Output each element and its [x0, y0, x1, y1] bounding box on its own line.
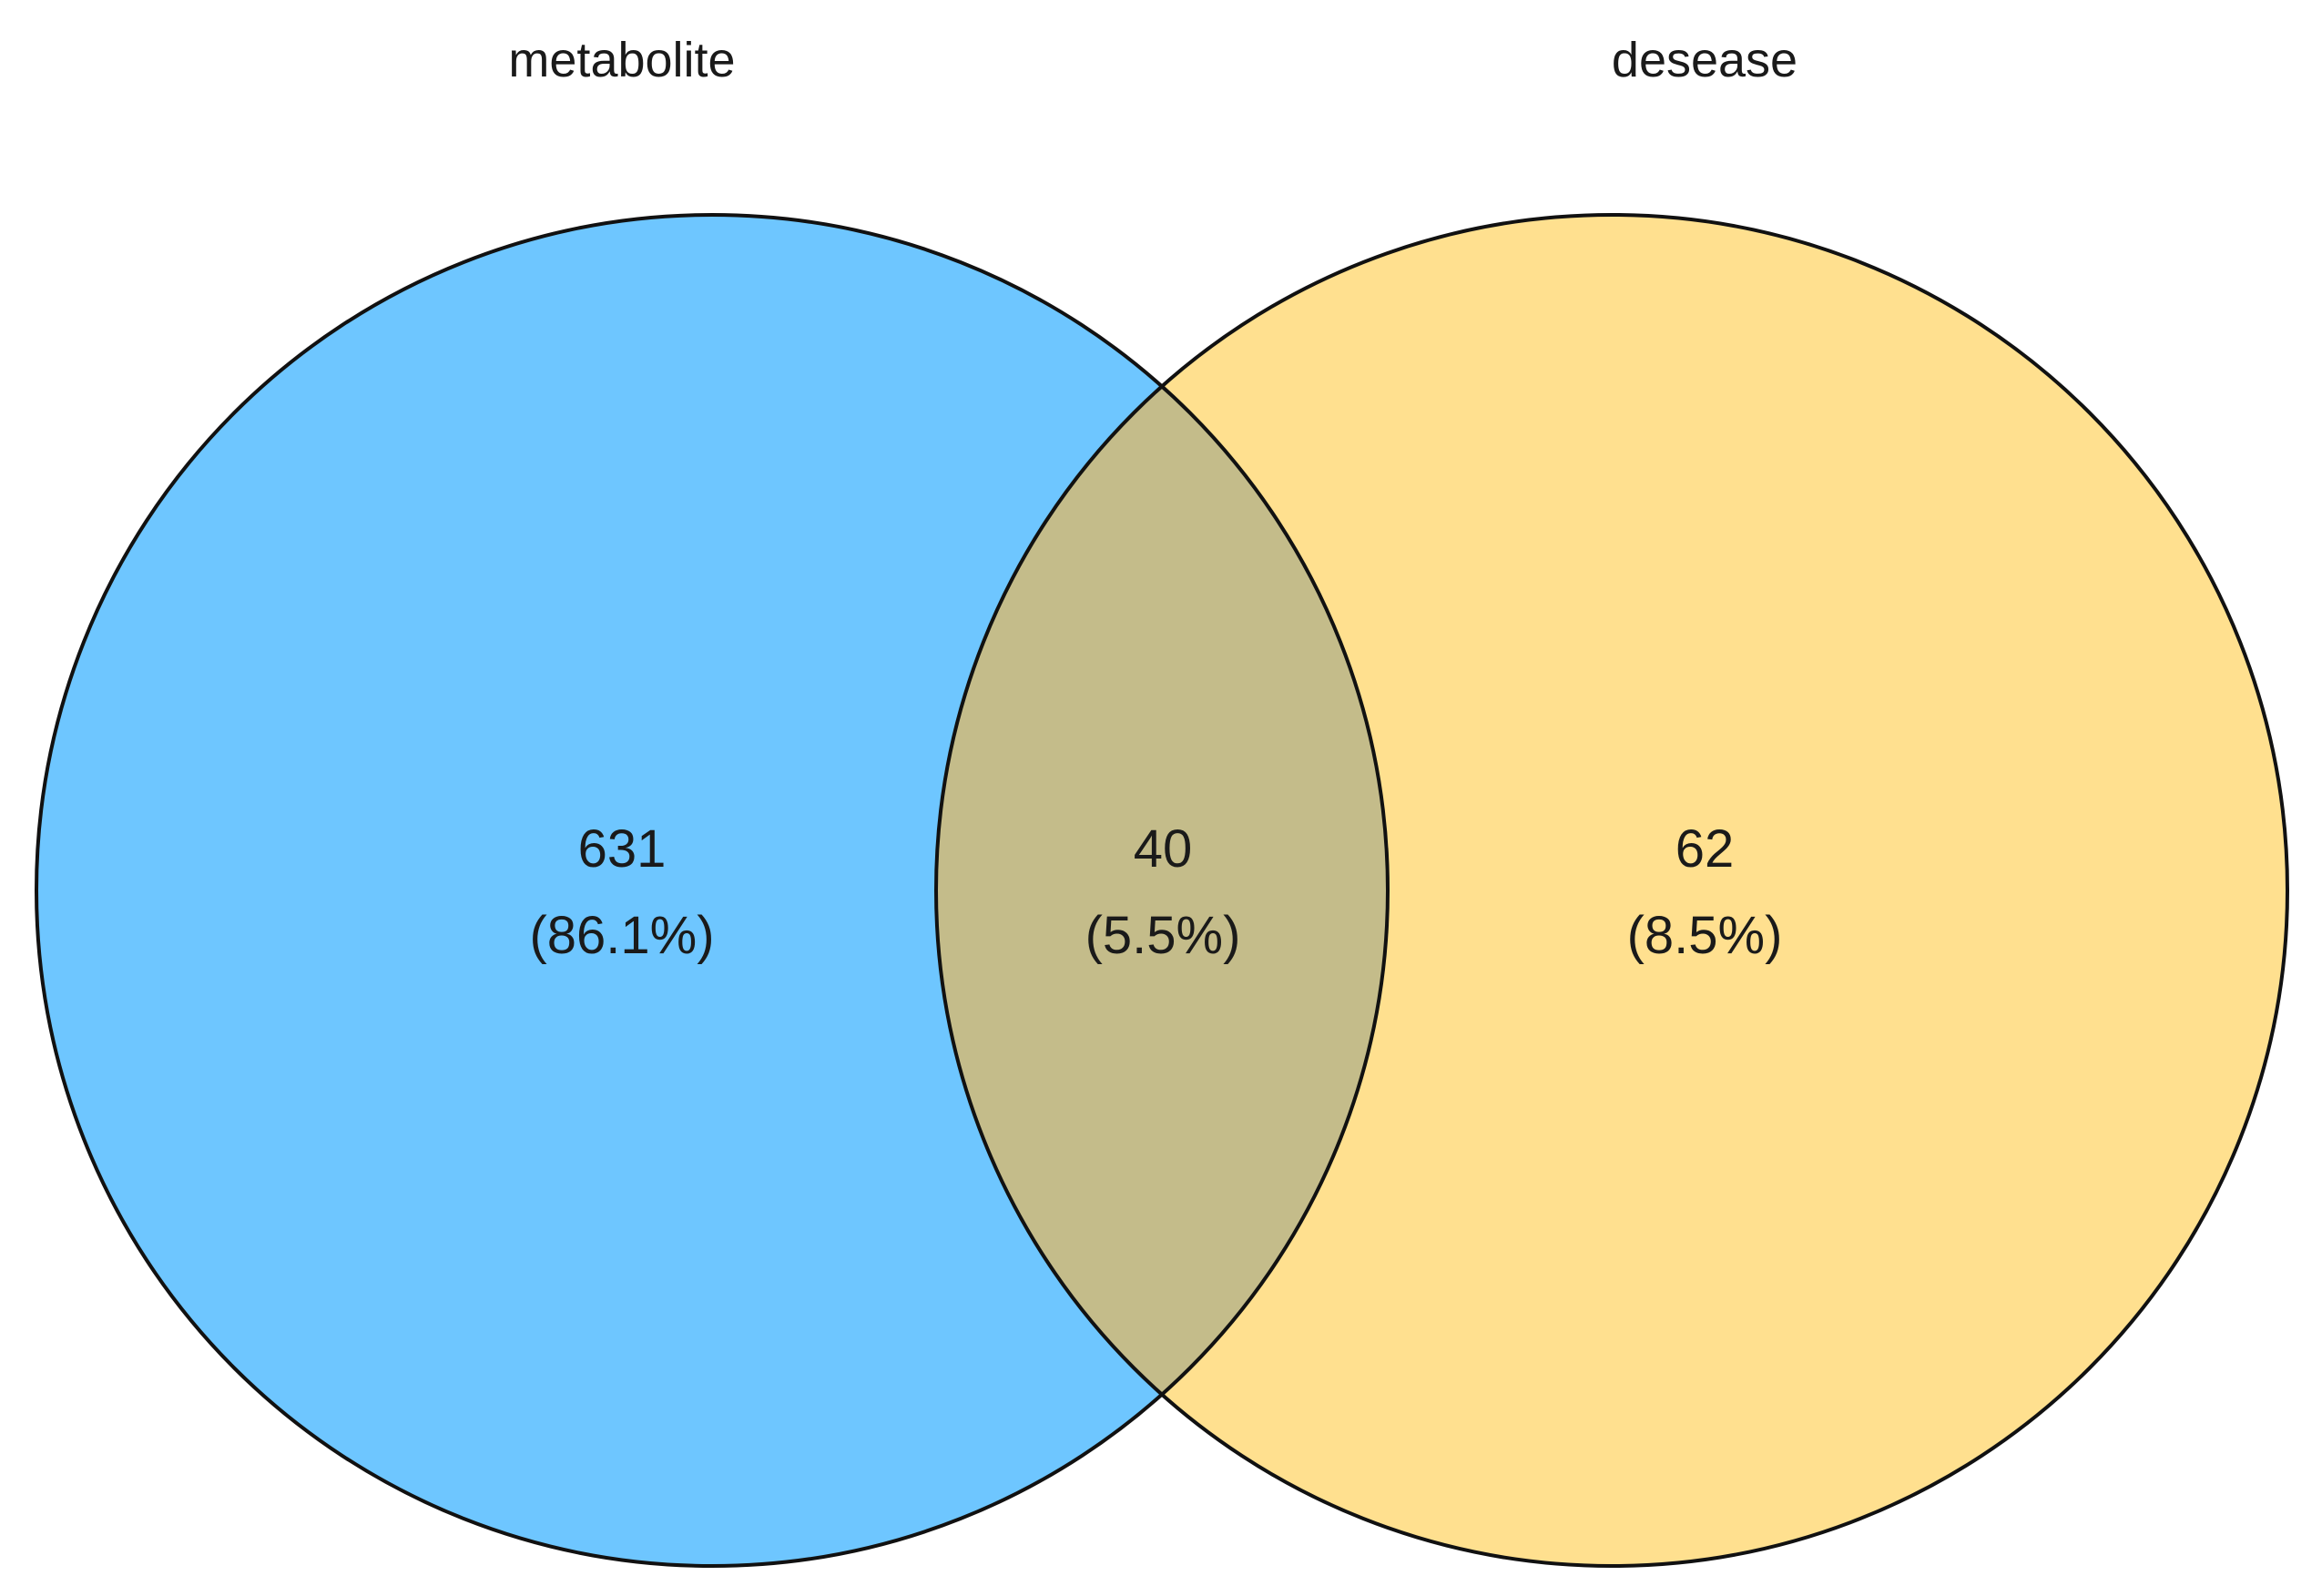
desease-set-label: desease [1612, 33, 1798, 87]
metabolite-set-label: metabolite [508, 33, 735, 87]
desease-circle-outline [934, 213, 2289, 1568]
intersection-percent: (5.5%) [1085, 906, 1241, 965]
desease-only-count: 62 [1675, 819, 1735, 879]
metabolite-only-count: 631 [578, 819, 667, 879]
metabolite-circle-outline [35, 213, 1390, 1568]
intersection-count: 40 [1134, 819, 1193, 879]
metabolite-only-percent: (86.1%) [529, 906, 714, 965]
desease-only-percent: (8.5%) [1627, 906, 1783, 965]
intersection-region [936, 215, 1388, 1566]
